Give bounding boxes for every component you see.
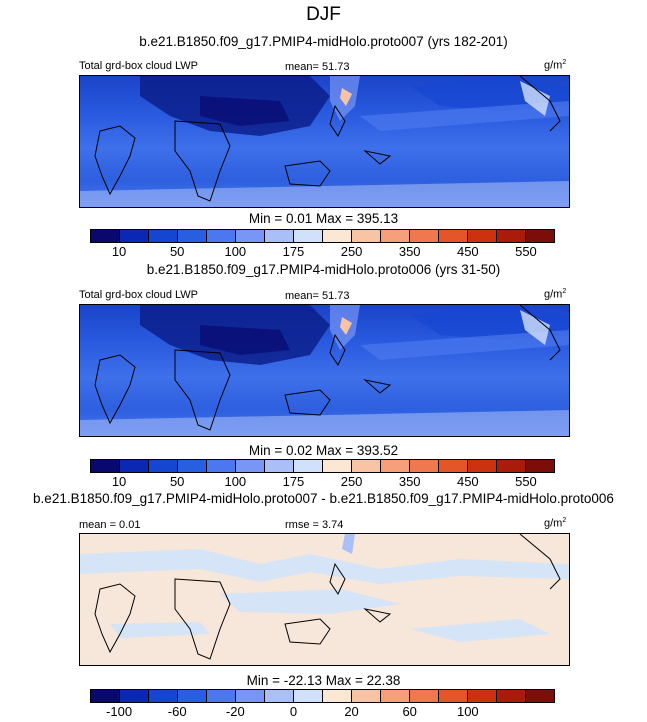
colorbar-cell: [468, 460, 497, 472]
panel-1-mean-label: mean= 51.73: [285, 61, 350, 73]
colorbar-cell: [323, 230, 352, 242]
colorbar-cell: [410, 230, 439, 242]
colorbar-cell: [236, 690, 265, 702]
panel-2-colorbar: [90, 459, 555, 473]
colorbar-tick-label: 50: [169, 474, 185, 489]
colorbar-cell: [120, 460, 149, 472]
panel-1-minmax: Min = 0.01 Max = 395.13: [248, 211, 399, 226]
colorbar-cell: [439, 230, 468, 242]
panel-2-variable-label: Total grd-box cloud LWP: [79, 289, 199, 301]
panel-1-map: [79, 75, 570, 208]
colorbar-tick-label: -60: [167, 704, 187, 719]
colorbar-tick-label: 175: [282, 474, 305, 489]
colorbar-cell: [352, 690, 381, 702]
colorbar-cell: [149, 230, 178, 242]
colorbar-tick-label: 10: [111, 474, 127, 489]
colorbar-tick-label: 450: [456, 474, 479, 489]
colorbar-cell: [410, 460, 439, 472]
colorbar-cell: [236, 230, 265, 242]
colorbar-cell: [91, 230, 120, 242]
colorbar-cell: [439, 690, 468, 702]
colorbar-cell: [323, 460, 352, 472]
colorbar-cell: [468, 690, 497, 702]
colorbar-cell: [178, 690, 207, 702]
colorbar-cell: [381, 690, 410, 702]
colorbar-cell: [352, 230, 381, 242]
colorbar-tick-label: 450: [456, 244, 479, 259]
colorbar-tick-label: 10: [111, 244, 127, 259]
panel-2-map-field: [80, 305, 569, 436]
colorbar-cell: [439, 460, 468, 472]
colorbar-tick-label: 100: [224, 474, 247, 489]
colorbar-cell: [149, 690, 178, 702]
panel-3-map-field: [80, 534, 569, 665]
colorbar-tick-label: 550: [515, 474, 537, 489]
panel-1-map-field: [80, 76, 569, 207]
panel-1-colorbar: [90, 229, 555, 243]
colorbar-tick-label: -100: [106, 704, 133, 719]
colorbar-cell: [381, 460, 410, 472]
colorbar-cell: [410, 690, 439, 702]
colorbar-tick-label: 350: [398, 244, 421, 259]
colorbar-tick-label: 350: [398, 474, 421, 489]
colorbar-cell: [236, 460, 265, 472]
panel-3-minmax: Min = -22.13 Max = 22.38: [246, 673, 401, 688]
panel-3-rmse-label: rmse = 3.74: [285, 519, 344, 531]
colorbar-tick-label: 20: [344, 704, 359, 719]
colorbar-cell: [526, 460, 554, 472]
colorbar-cell: [149, 460, 178, 472]
colorbar-tick-label: 50: [169, 244, 185, 259]
panel-2-case-title: b.e21.B1850.f09_g17.PMIP4-midHolo.proto0…: [146, 262, 501, 277]
panel-3-map: [79, 533, 570, 666]
panel-2-map: [79, 304, 570, 437]
panel-2-colorbar-ticks: 10 50 100 175 250 350 450 550: [90, 474, 555, 490]
colorbar-tick-label: 60: [402, 704, 417, 719]
colorbar-cell: [178, 460, 207, 472]
colorbar-cell: [381, 230, 410, 242]
panel-3-colorbar-ticks: -100 -60 -20 0 20 60 100: [90, 704, 555, 720]
panel-3-case-title: b.e21.B1850.f09_g17.PMIP4-midHolo.proto0…: [33, 491, 614, 506]
colorbar-cell: [294, 460, 323, 472]
colorbar-cell: [497, 230, 526, 242]
colorbar-cell: [294, 690, 323, 702]
colorbar-cell: [120, 690, 149, 702]
colorbar-cell: [178, 230, 207, 242]
panel-3-mean-label: mean = 0.01: [79, 519, 141, 531]
panel-1-case-title: b.e21.B1850.f09_g17.PMIP4-midHolo.proto0…: [139, 34, 508, 49]
colorbar-cell: [497, 460, 526, 472]
colorbar-cell: [265, 460, 294, 472]
colorbar-tick-label: 100: [224, 244, 247, 259]
colorbar-cell: [265, 230, 294, 242]
colorbar-cell: [526, 690, 554, 702]
colorbar-tick-label: 100: [456, 704, 479, 719]
colorbar-cell: [323, 690, 352, 702]
colorbar-cell: [265, 690, 294, 702]
panel-2-units: g/m2: [544, 288, 567, 301]
colorbar-cell: [91, 460, 120, 472]
panel-3-units: g/m2: [544, 517, 567, 530]
colorbar-cell: [497, 690, 526, 702]
panel-1-variable-label: Total grd-box cloud LWP: [79, 60, 199, 72]
colorbar-tick-label: 550: [515, 244, 537, 259]
colorbar-cell: [207, 230, 236, 242]
panel-3-colorbar: [90, 689, 555, 703]
colorbar-cell: [294, 230, 323, 242]
panel-1-colorbar-ticks: 10 50 100 175 250 350 450 550: [90, 244, 555, 260]
panel-1-units: g/m2: [544, 59, 567, 72]
colorbar-cell: [207, 690, 236, 702]
colorbar-cell: [120, 230, 149, 242]
colorbar-cell: [468, 230, 497, 242]
colorbar-tick-label: -20: [225, 704, 245, 719]
colorbar-cell: [352, 460, 381, 472]
panel-2-minmax: Min = 0.02 Max = 393.52: [248, 443, 399, 458]
colorbar-cell: [526, 230, 554, 242]
colorbar-tick-label: 250: [340, 244, 363, 259]
colorbar-cell: [207, 460, 236, 472]
colorbar-tick-label: 175: [282, 244, 305, 259]
figure-title: DJF: [306, 4, 341, 25]
colorbar-cell: [91, 690, 120, 702]
colorbar-tick-label: 250: [340, 474, 363, 489]
colorbar-tick-label: 0: [289, 704, 298, 719]
panel-2-mean-label: mean= 51.73: [285, 290, 350, 302]
